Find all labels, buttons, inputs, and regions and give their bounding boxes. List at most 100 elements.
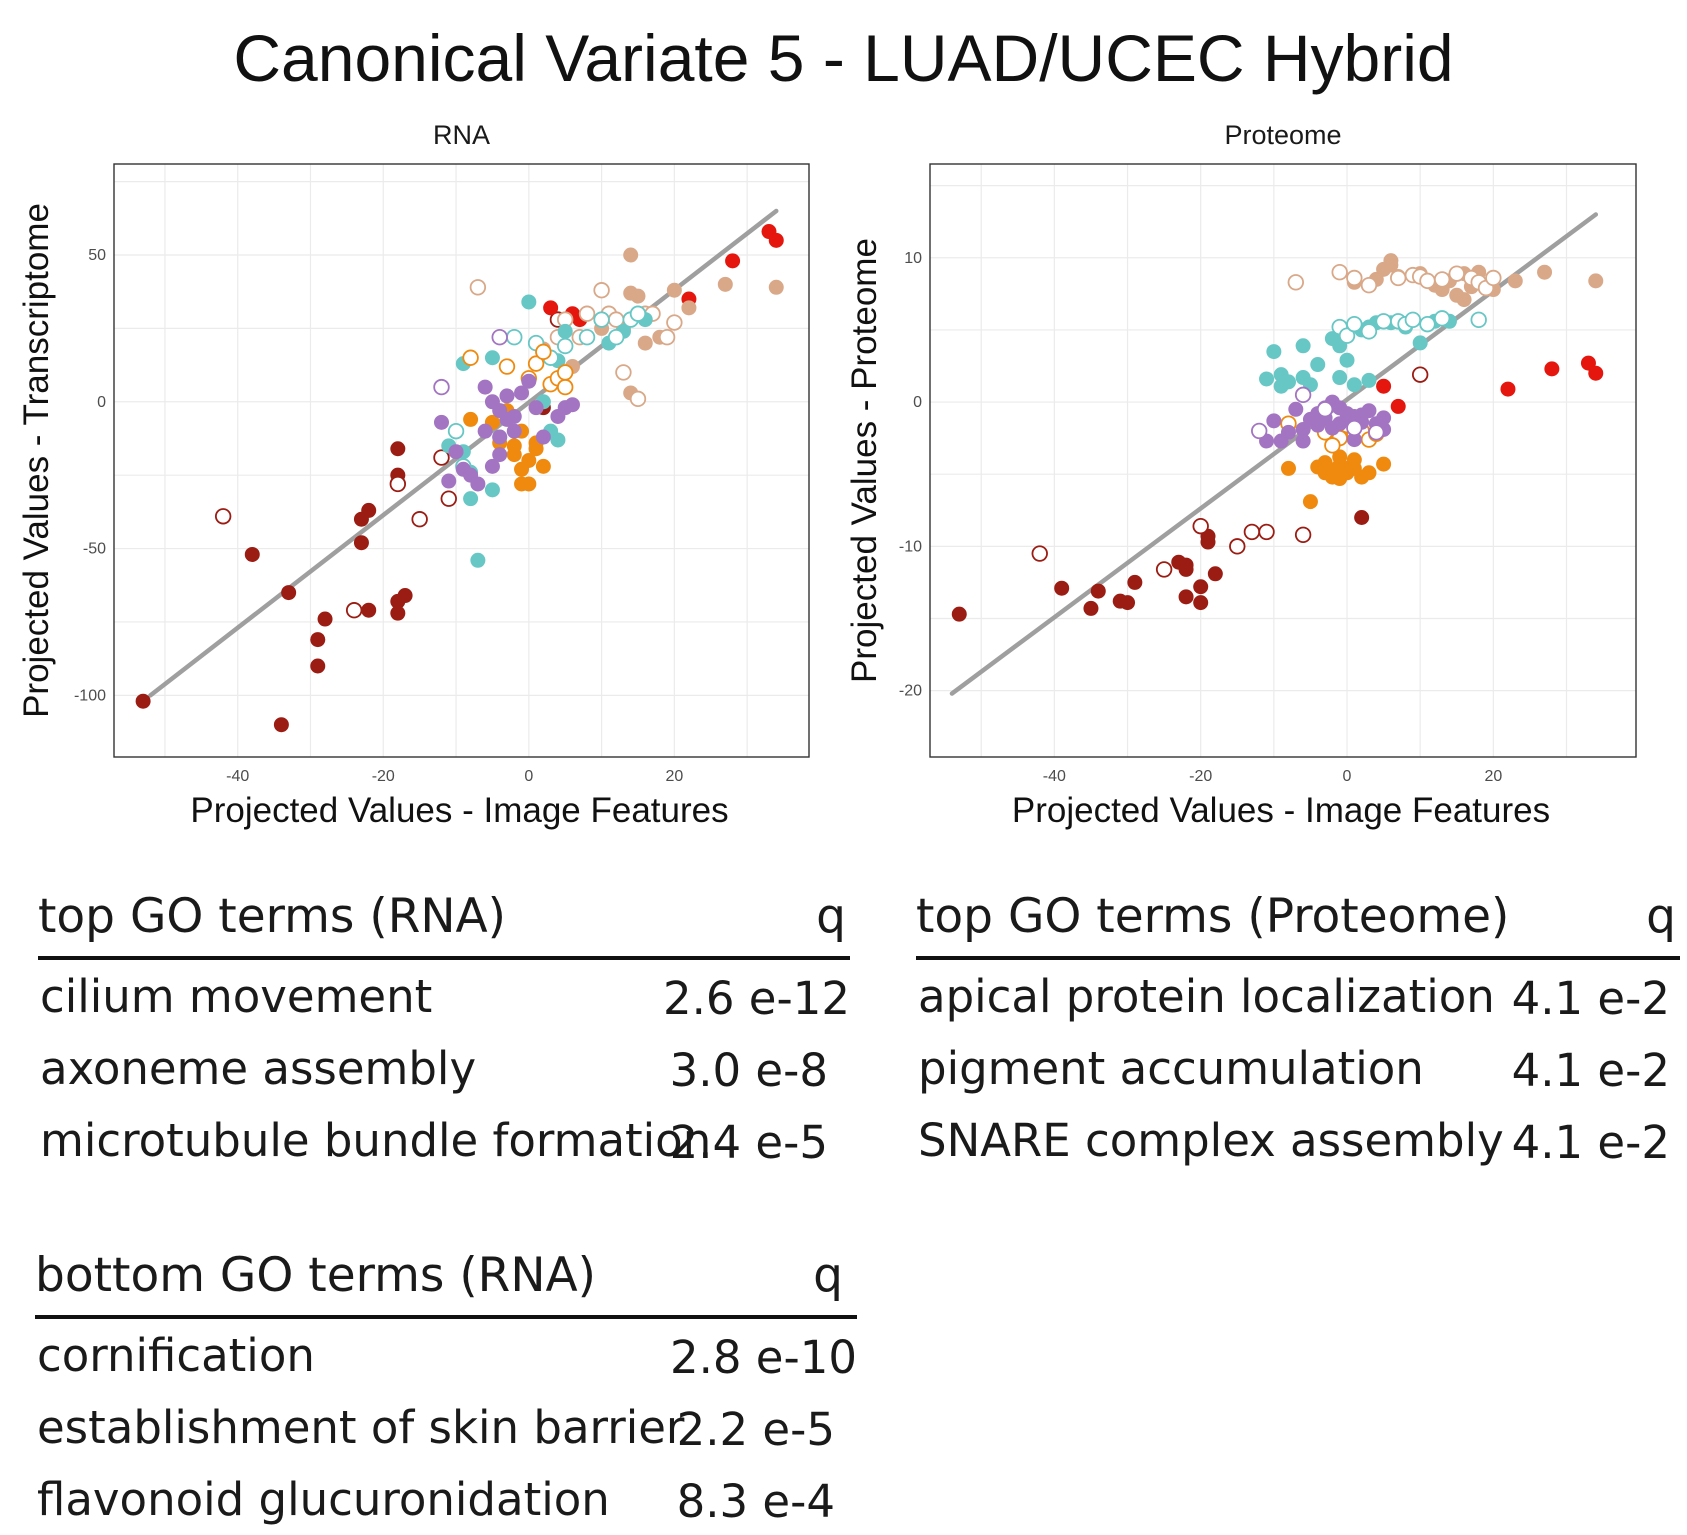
q-column-header: q [1646, 889, 1676, 944]
data-point [717, 276, 733, 292]
data-point [768, 232, 784, 248]
data-point [1360, 323, 1378, 340]
data-point [1251, 422, 1268, 440]
data-point [484, 458, 500, 474]
data-point [1332, 449, 1348, 465]
data-point [1193, 579, 1209, 595]
panel-title: RNA [433, 120, 490, 150]
q-column-header: q [813, 1248, 843, 1303]
data-point [528, 441, 544, 457]
data-point [1376, 410, 1392, 426]
data-point [557, 364, 574, 381]
data-point [433, 449, 450, 466]
go-term-row: microtubule bundle formation 2.4 e-5 [38, 1104, 850, 1176]
go-term: SNARE complex assembly [918, 1114, 1504, 1167]
data-point [535, 429, 551, 445]
q-value: 2.2 e-5 [676, 1403, 835, 1456]
data-point [498, 358, 516, 375]
y-tick-label: 0 [913, 394, 922, 411]
data-point [1411, 366, 1429, 383]
go-term-row: flavonoid glucuronidation 8.3 e-4 [35, 1463, 857, 1535]
data-point [1332, 400, 1348, 416]
go-term: pigment accumulation [918, 1042, 1424, 1095]
data-point [462, 349, 479, 366]
data-point [1368, 424, 1385, 441]
q-value: 2.4 e-5 [669, 1116, 828, 1169]
data-point [1287, 274, 1305, 291]
data-point [1193, 595, 1209, 611]
go-term: apical protein localization [918, 970, 1495, 1023]
go-term-row: establishment of skin barrier 2.2 e-5 [35, 1391, 857, 1463]
data-point [1266, 413, 1282, 429]
data-point [447, 422, 465, 440]
data-point [951, 606, 967, 622]
plot-frame [113, 163, 810, 758]
go-table-bottom-rna: bottom GO terms (RNA) q cornification 2.… [35, 1245, 857, 1535]
data-point [681, 300, 697, 316]
data-point [389, 475, 407, 493]
q-value: 3.0 e-8 [669, 1044, 828, 1097]
x-tick-label: 0 [524, 768, 533, 785]
data-point [521, 476, 537, 492]
data-point [1448, 265, 1465, 282]
data-point [557, 323, 573, 339]
q-value: 2.6 e-12 [662, 972, 850, 1025]
x-tick-label: 20 [665, 768, 683, 785]
data-point [1588, 365, 1604, 381]
data-point [535, 343, 552, 361]
data-point [469, 279, 487, 296]
q-value: 4.1 e-2 [1511, 1044, 1670, 1097]
data-point [463, 491, 479, 507]
plot-frame [929, 163, 1637, 758]
data-point [521, 453, 537, 468]
data-point [1302, 494, 1318, 510]
data-point [441, 473, 457, 489]
y-tick-label: -100 [74, 687, 106, 704]
data-point [1192, 517, 1209, 535]
data-point [521, 373, 537, 389]
data-point [1507, 273, 1523, 289]
data-point [433, 378, 450, 396]
data-point [463, 411, 479, 427]
data-point [1354, 469, 1370, 485]
data-point [361, 502, 377, 518]
y-tick-label: -10 [899, 538, 922, 555]
data-point [1229, 538, 1246, 555]
data-point [1120, 595, 1136, 611]
y-axis-label: Projected Values - Transcriptome [17, 203, 56, 718]
data-point [725, 253, 741, 269]
data-point [1390, 269, 1407, 287]
q-column-header: q [816, 889, 846, 944]
y-tick-label: -20 [899, 683, 922, 700]
data-point [527, 355, 545, 372]
data-point [1339, 352, 1355, 368]
data-point [491, 329, 508, 346]
data-point [637, 335, 653, 351]
go-table-title: top GO terms (Proteome) [916, 889, 1510, 944]
q-value: 2.8 e-10 [669, 1331, 857, 1384]
go-table-header: top GO terms (Proteome) q [916, 886, 1680, 960]
q-value: 4.1 e-2 [1511, 1116, 1670, 1169]
data-point [1419, 272, 1436, 290]
data-point [1433, 271, 1451, 288]
data-point [629, 305, 647, 322]
x-tick-label: -40 [1043, 768, 1066, 785]
data-point [1090, 583, 1106, 599]
data-point [578, 329, 596, 346]
data-point [361, 602, 377, 618]
data-point [1361, 372, 1377, 388]
data-point [1376, 378, 1392, 394]
data-point [1178, 561, 1194, 577]
data-point [1346, 419, 1363, 437]
x-tick-label: 20 [1484, 768, 1502, 785]
data-point [1155, 561, 1173, 578]
data-point [1332, 370, 1348, 386]
data-point [440, 490, 457, 507]
data-point [1485, 269, 1502, 287]
data-point [1412, 335, 1428, 351]
data-point [1200, 534, 1216, 550]
data-point [1316, 401, 1334, 418]
data-point [1470, 311, 1487, 329]
data-point [1243, 523, 1261, 541]
data-point [1266, 344, 1282, 360]
